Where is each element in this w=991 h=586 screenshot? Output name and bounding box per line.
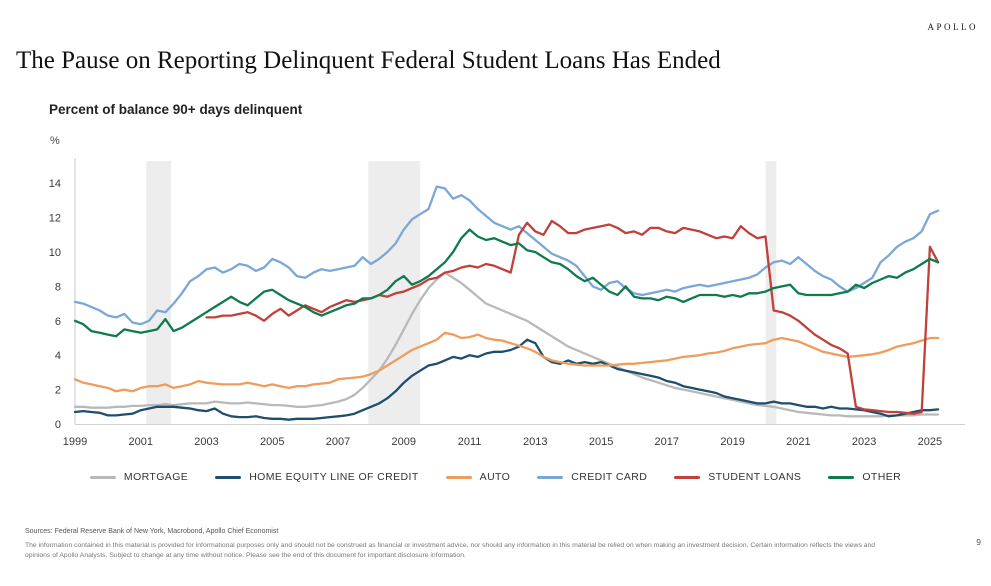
apollo-logo: APOLLO xyxy=(927,22,978,32)
legend-item-mortgage: MORTGAGE xyxy=(89,471,189,483)
legend-swatch-auto xyxy=(445,475,472,479)
legend-label-student-loans: STUDENT LOANS xyxy=(708,471,802,483)
x-tick-label: 2015 xyxy=(589,436,613,448)
y-tick-label: 6 xyxy=(55,316,61,328)
x-tick-label: 2005 xyxy=(260,436,284,448)
legend-item-credit-card: CREDIT CARD xyxy=(537,471,647,483)
legend-item-home-equity-line-of-credit: HOME EQUITY LINE OF CREDIT xyxy=(215,471,418,483)
series-line-home-equity-line-of-credit xyxy=(73,338,940,421)
y-axis-unit-label: % xyxy=(50,135,60,147)
x-tick-label: 2025 xyxy=(918,436,942,448)
legend-item-other: OTHER xyxy=(828,471,901,483)
x-tick-label: 2011 xyxy=(458,436,482,448)
page-title: The Pause on Reporting Delinquent Federa… xyxy=(16,46,721,74)
x-tick-label: 2023 xyxy=(852,436,876,448)
y-tick-label: 2 xyxy=(55,385,61,397)
chart-subtitle: Percent of balance 90+ days delinquent xyxy=(49,102,303,117)
series-line-student-loans xyxy=(205,219,940,415)
y-tick-label: 4 xyxy=(55,350,61,362)
legend-label-credit-card: CREDIT CARD xyxy=(571,471,648,483)
y-tick-label: 0 xyxy=(55,419,61,431)
series-line-mortgage xyxy=(73,271,940,418)
y-tick-label: 12 xyxy=(49,213,61,225)
x-tick-label: 2021 xyxy=(786,436,810,448)
legend-swatch-credit-card xyxy=(537,475,564,479)
series-line-credit-card xyxy=(73,185,940,326)
legend-label-home-equity-line-of-credit: HOME EQUITY LINE OF CREDIT xyxy=(249,471,419,483)
x-tick-label: 2007 xyxy=(326,436,350,448)
y-tick-label: 14 xyxy=(49,178,61,190)
x-tick-label: 2009 xyxy=(392,436,416,448)
series-line-other xyxy=(73,228,940,338)
x-tick-label: 2013 xyxy=(523,436,547,448)
disclaimer-text: The information contained in this materi… xyxy=(25,542,876,559)
legend-item-student-loans: STUDENT LOANS xyxy=(674,471,801,483)
x-tick-label: 2003 xyxy=(194,436,218,448)
x-tick-label: 1999 xyxy=(63,436,87,448)
x-tick-label: 2019 xyxy=(720,436,744,448)
legend-item-auto: AUTO xyxy=(445,471,511,483)
legend-swatch-home-equity-line-of-credit xyxy=(215,475,242,479)
legend-swatch-other xyxy=(828,475,855,479)
legend-label-mortgage: MORTGAGE xyxy=(123,471,189,483)
y-tick-label: 10 xyxy=(49,247,61,259)
x-tick-label: 2017 xyxy=(655,436,679,448)
x-tick-label: 2001 xyxy=(129,436,153,448)
sources-note: Sources: Federal Reserve Bank of New Yor… xyxy=(25,528,279,535)
legend-swatch-student-loans xyxy=(674,475,701,479)
recession-band xyxy=(146,161,171,424)
legend-swatch-mortgage xyxy=(89,475,116,479)
series-line-auto xyxy=(73,331,940,393)
chart-legend: MORTGAGE HOME EQUITY LINE OF CREDIT AUTO CR… xyxy=(0,471,991,483)
legend-label-other: OTHER xyxy=(862,471,902,483)
page-number: 9 xyxy=(976,537,981,547)
legend-label-auto: AUTO xyxy=(479,471,511,483)
y-tick-label: 8 xyxy=(55,281,61,293)
recession-band xyxy=(368,161,421,424)
